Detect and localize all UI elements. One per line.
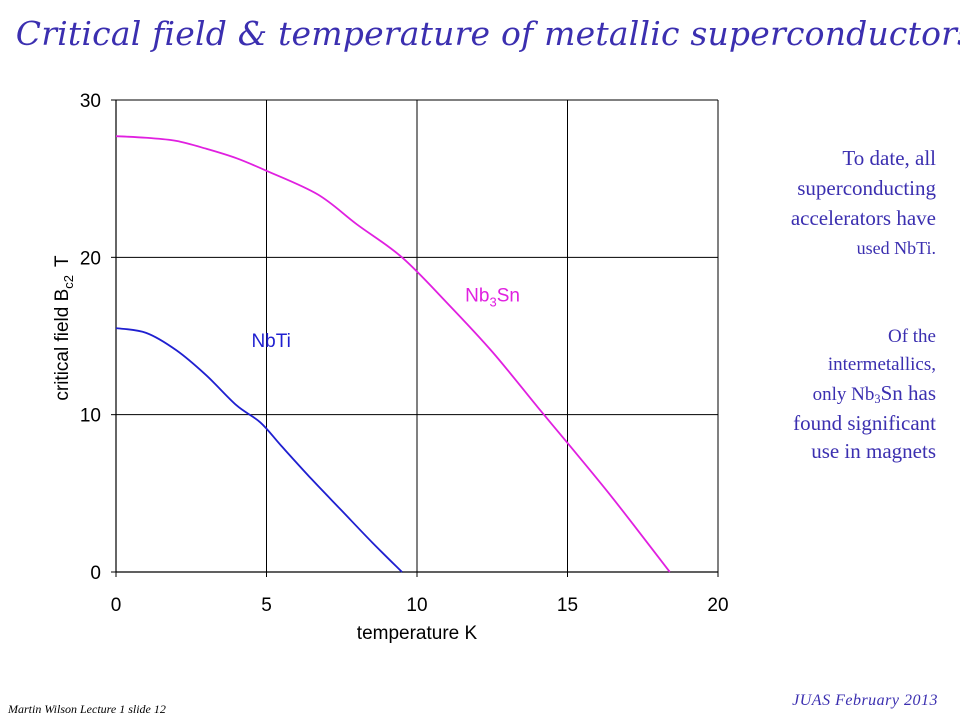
side-note-2-line-3: only Nb3Sn has <box>716 379 936 409</box>
y-axis-label: critical field Bc2T <box>52 255 76 401</box>
y-tick-label: 0 <box>90 563 101 584</box>
y-tick-label: 30 <box>80 91 101 112</box>
footer-event-date: JUAS February 2013 <box>792 692 938 709</box>
series-line-nb3sn <box>115 135 671 573</box>
x-tick-label: 20 <box>707 595 728 616</box>
side-note-2-line-3-pre: only Nb <box>812 384 875 405</box>
x-axis-label: temperature K <box>357 623 478 644</box>
series-line-nbti <box>115 327 403 573</box>
y-tick-label: 20 <box>80 248 101 269</box>
x-tick-label: 5 <box>261 595 272 616</box>
side-note-1-line-1: To date, all <box>842 146 936 170</box>
side-note-2-line-3-post: Sn has <box>880 381 936 405</box>
footer-lecture-info: Martin Wilson Lecture 1 slide 12 <box>8 702 166 716</box>
x-tick-label: 10 <box>406 595 427 616</box>
side-note-1-line-2: superconducting <box>797 176 936 200</box>
side-note-1-line-3: accelerators have <box>790 206 936 230</box>
series-label-nbti: NbTi <box>251 331 290 352</box>
side-note-2-line-1: Of the <box>887 326 936 347</box>
side-note-accelerators: To date, all superconducting accelerator… <box>716 143 936 263</box>
side-note-intermetallics: Of the intermetallics, only Nb3Sn has fo… <box>716 323 936 465</box>
x-tick-label: 15 <box>557 595 578 616</box>
side-note-2-line-2: intermetallics, <box>827 354 936 375</box>
series-label-nb3sn: Nb3Sn <box>465 285 520 309</box>
side-note-2-line-5: use in magnets <box>811 439 936 463</box>
slide-title: Critical field & temperature of metallic… <box>15 14 960 53</box>
x-tick-label: 0 <box>111 595 122 616</box>
side-note-1-line-4: used NbTi. <box>856 238 936 258</box>
side-note-2-line-4: found significant <box>793 411 936 435</box>
y-tick-label: 10 <box>80 406 101 427</box>
side-note-2-line-3-sub: 3 <box>874 392 881 407</box>
